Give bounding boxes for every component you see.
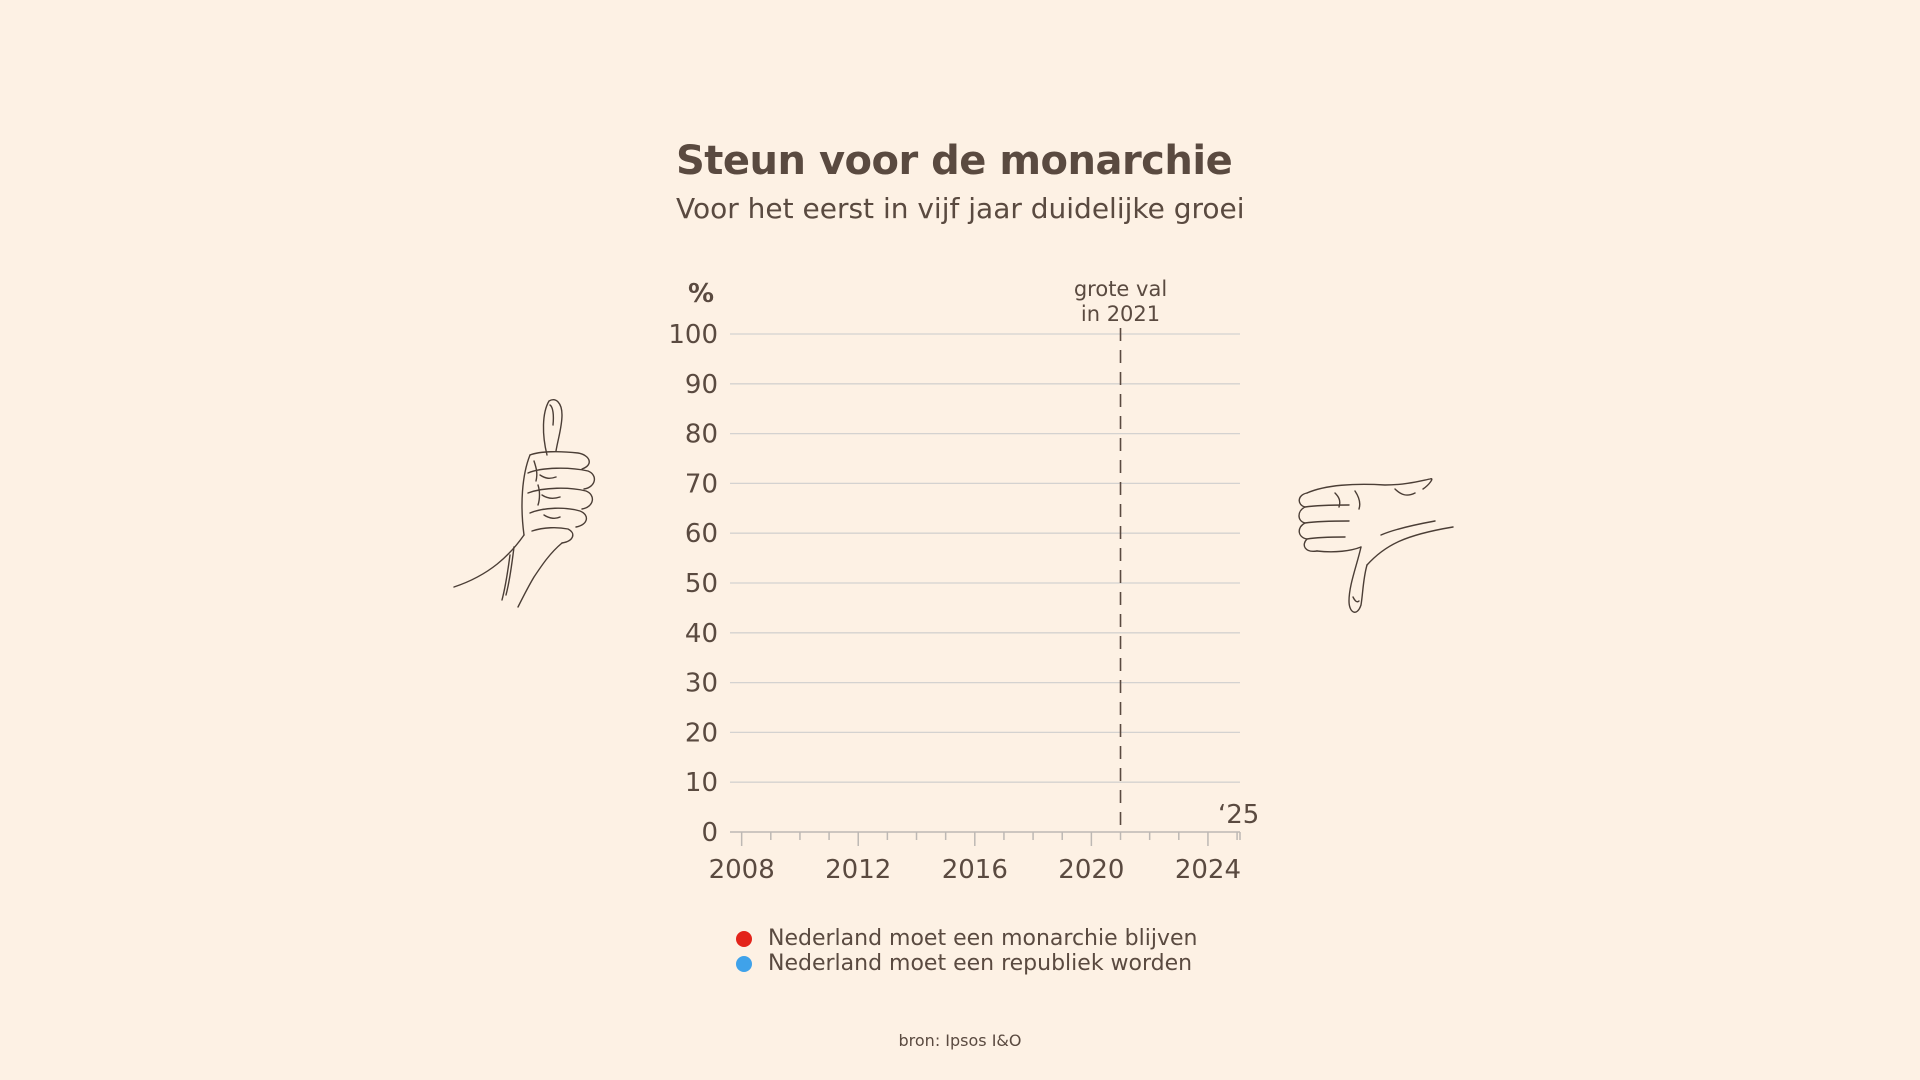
legend: Nederland moet een monarchie blijven Ned…	[734, 926, 1197, 976]
annotation-label-line2: in 2021	[1081, 302, 1160, 326]
thumbs-down-icon	[1298, 477, 1454, 613]
y-tick-label: 90	[685, 370, 718, 400]
x-tick-label: 2008	[709, 855, 775, 885]
y-tick-label: 60	[685, 519, 718, 549]
chart-title: Steun voor de monarchie	[676, 138, 1233, 184]
y-tick-label: 20	[685, 718, 718, 748]
x-tick-label: 2012	[825, 855, 891, 885]
y-axis-label: %	[688, 279, 714, 309]
y-tick-label: 30	[685, 669, 718, 699]
x-tick-label: 2024	[1175, 855, 1241, 885]
y-tick-label: 80	[685, 420, 718, 450]
legend-dot-monarchie	[736, 931, 752, 947]
chart-subtitle: Voor het eerst in vijf jaar duidelijke g…	[676, 192, 1245, 225]
y-tick-label: 100	[668, 320, 718, 350]
legend-dot-republiek	[736, 956, 752, 972]
y-tick-label: 50	[685, 569, 718, 599]
source-note: bron: Ipsos I&O	[898, 1031, 1022, 1050]
legend-item-republiek: Nederland moet een republiek worden	[734, 951, 1197, 976]
x-end-label: ‘25	[1218, 800, 1259, 830]
annotation-label-line1: grote val	[1074, 277, 1167, 301]
y-tick-label: 10	[685, 768, 718, 798]
x-tick-label: 2016	[942, 855, 1008, 885]
y-tick-label: 0	[701, 818, 718, 848]
x-tick-label: 2020	[1058, 855, 1124, 885]
legend-item-monarchie: Nederland moet een monarchie blijven	[734, 926, 1197, 951]
y-tick-label: 70	[685, 469, 718, 499]
thumbs-up-icon	[453, 399, 595, 608]
legend-label-republiek: Nederland moet een republiek worden	[768, 951, 1193, 976]
legend-label-monarchie: Nederland moet een monarchie blijven	[768, 926, 1198, 951]
y-tick-label: 40	[685, 619, 718, 649]
